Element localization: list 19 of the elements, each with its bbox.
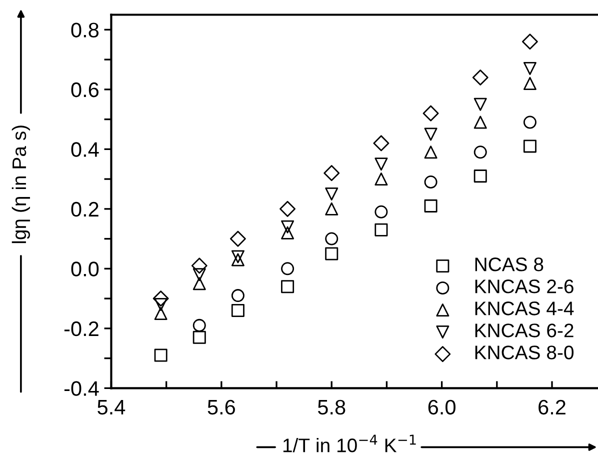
y-tick-label: 0.8	[71, 22, 99, 38]
y-axis-title: lgη (η in Pa s)	[12, 126, 30, 244]
y-tick-label: 0.0	[71, 262, 99, 276]
x-tick-label: 5.8	[318, 400, 346, 415]
x-tick-label: 6.0	[428, 400, 456, 415]
legend-label: NCAS 8	[475, 258, 544, 272]
x-tick-label: 5.4	[98, 400, 126, 415]
legend-label: KNCAS 4-4	[475, 302, 574, 316]
legend-label: KNCAS 6-2	[475, 324, 574, 338]
y-tick-label: 0.4	[71, 142, 99, 157]
legend-label: KNCAS 8-0	[475, 346, 574, 360]
x-tick-label: 5.6	[208, 400, 235, 415]
y-tick-label: 0.2	[71, 202, 98, 217]
legend-label: KNCAS 2-6	[475, 280, 574, 294]
x-tick-label: 6.2	[538, 400, 566, 415]
y-tick-label: 0.6	[71, 82, 99, 98]
y-tick-label: -0.2	[64, 321, 98, 336]
x-axis-title: 1/T in 10$^{−4}$ K$^{−1}$	[283, 434, 416, 452]
y-tick-label: -0.4	[64, 381, 99, 396]
